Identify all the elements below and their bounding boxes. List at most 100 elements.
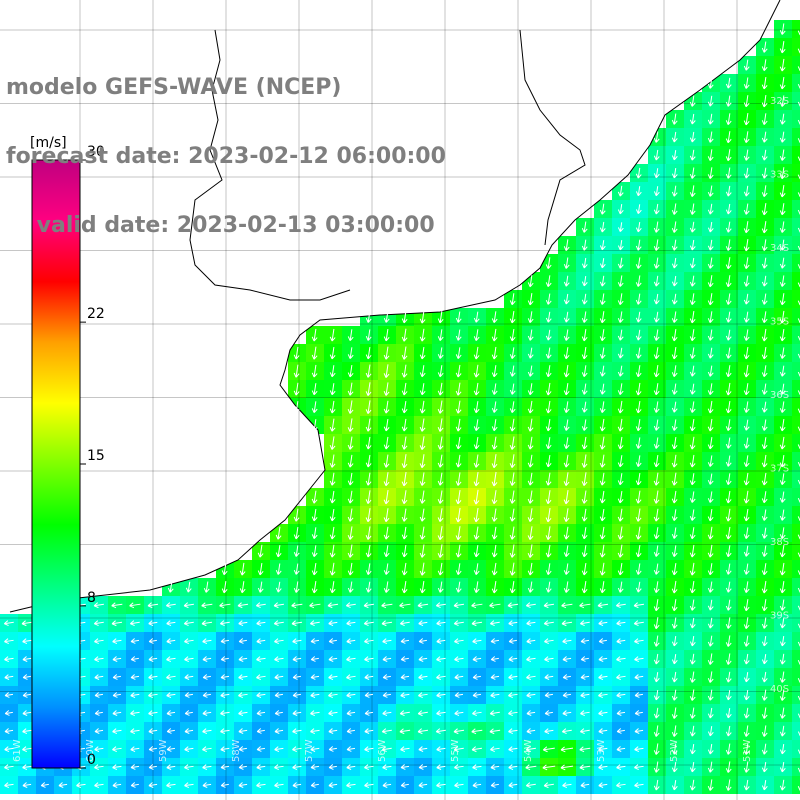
wind-arrow [743, 527, 750, 539]
wind-arrow [202, 656, 212, 662]
wind-arrow [725, 490, 732, 504]
wind-arrow [383, 563, 390, 575]
wind-arrow [455, 329, 462, 341]
wind-arrow [707, 455, 714, 467]
wind-arrow [527, 293, 534, 306]
wind-arrow [219, 620, 230, 627]
wind-speed-cell [792, 632, 800, 650]
wind-arrow [275, 581, 282, 593]
wind-vectors [3, 23, 800, 791]
wind-arrow [581, 508, 588, 522]
wind-arrow [617, 257, 624, 269]
wind-arrow [166, 638, 176, 644]
wind-arrow [689, 454, 696, 468]
wind-arrow [130, 656, 139, 662]
wind-arrow [400, 692, 410, 698]
wind-arrow [527, 311, 534, 324]
wind-arrow [779, 671, 786, 683]
wind-arrow [436, 746, 446, 752]
wind-arrow [472, 692, 482, 698]
wind-arrow [365, 472, 372, 486]
wind-arrow [581, 472, 588, 486]
latitude-label: 38S [770, 537, 789, 548]
wind-arrow [689, 329, 696, 342]
wind-arrow [364, 638, 374, 645]
wind-speed-cell [792, 398, 800, 416]
wind-arrow [725, 239, 732, 251]
wind-arrow [473, 545, 480, 558]
wind-arrow [598, 710, 608, 717]
wind-arrow [436, 620, 446, 626]
wind-arrow [598, 620, 608, 626]
wind-arrow [220, 674, 230, 680]
wind-arrow [580, 710, 590, 717]
wind-arrow [779, 725, 786, 737]
colorbar-tick-label: 0 [87, 752, 96, 768]
wind-arrow [453, 620, 464, 627]
wind-arrow [346, 782, 356, 789]
wind-arrow [617, 473, 624, 486]
wind-arrow [473, 454, 480, 468]
wind-arrow [274, 782, 284, 789]
wind-arrow [671, 383, 678, 395]
wind-arrow [311, 328, 318, 342]
wind-arrow [707, 581, 714, 593]
colorbar-tick-label: 30 [87, 144, 105, 160]
wind-arrow [725, 635, 732, 647]
wind-arrow [112, 710, 122, 716]
wind-arrow [544, 638, 554, 645]
wind-arrow [743, 599, 750, 612]
wind-arrow [437, 581, 444, 593]
wind-arrow [617, 526, 624, 540]
wind-arrow [489, 602, 501, 609]
wind-arrow [743, 707, 750, 719]
wind-arrow [401, 562, 408, 576]
wind-arrow [545, 563, 552, 575]
wind-arrow [725, 113, 732, 125]
wind-arrow [166, 782, 176, 789]
wind-arrow [472, 710, 482, 717]
wind-arrow [653, 311, 660, 323]
wind-arrow [417, 728, 429, 735]
wind-arrow [725, 131, 732, 144]
wind-arrow [581, 419, 588, 431]
wind-speed-cell [792, 20, 800, 38]
wind-arrow [437, 454, 444, 468]
wind-arrow [671, 743, 678, 755]
wind-speed-cell [792, 524, 800, 542]
wind-arrow [130, 692, 140, 698]
wind-arrow [238, 692, 248, 699]
wind-arrow [473, 382, 480, 396]
wind-arrow [473, 507, 480, 523]
wind-arrow [202, 746, 212, 753]
wind-arrow [779, 653, 786, 665]
land-polygon [0, 0, 780, 612]
wind-arrow [292, 692, 301, 698]
wind-arrow [653, 186, 660, 197]
wind-arrow [220, 656, 229, 662]
wind-arrow [635, 186, 642, 197]
wind-arrow [579, 764, 591, 771]
wind-arrow [743, 761, 750, 773]
wind-arrow [563, 239, 570, 251]
wind-arrow [563, 293, 570, 305]
wind-arrow [616, 692, 626, 698]
wind-arrow [310, 638, 320, 644]
wind-arrow [328, 764, 337, 770]
wind-arrow [365, 400, 372, 414]
wind-arrow [401, 490, 408, 505]
wind-arrow [545, 508, 552, 523]
wind-arrow [328, 710, 338, 717]
wind-arrow [725, 203, 732, 215]
wind-arrow [165, 602, 176, 609]
wind-arrow [275, 545, 282, 558]
wind-arrow [437, 382, 444, 396]
wind-arrow [364, 656, 374, 663]
wind-arrow [779, 149, 786, 161]
wind-arrow [779, 509, 786, 521]
wind-arrow [472, 638, 482, 644]
wind-arrow [634, 728, 644, 734]
wind-arrow [616, 764, 626, 771]
wind-arrow [580, 782, 590, 788]
wind-arrow [346, 728, 355, 734]
